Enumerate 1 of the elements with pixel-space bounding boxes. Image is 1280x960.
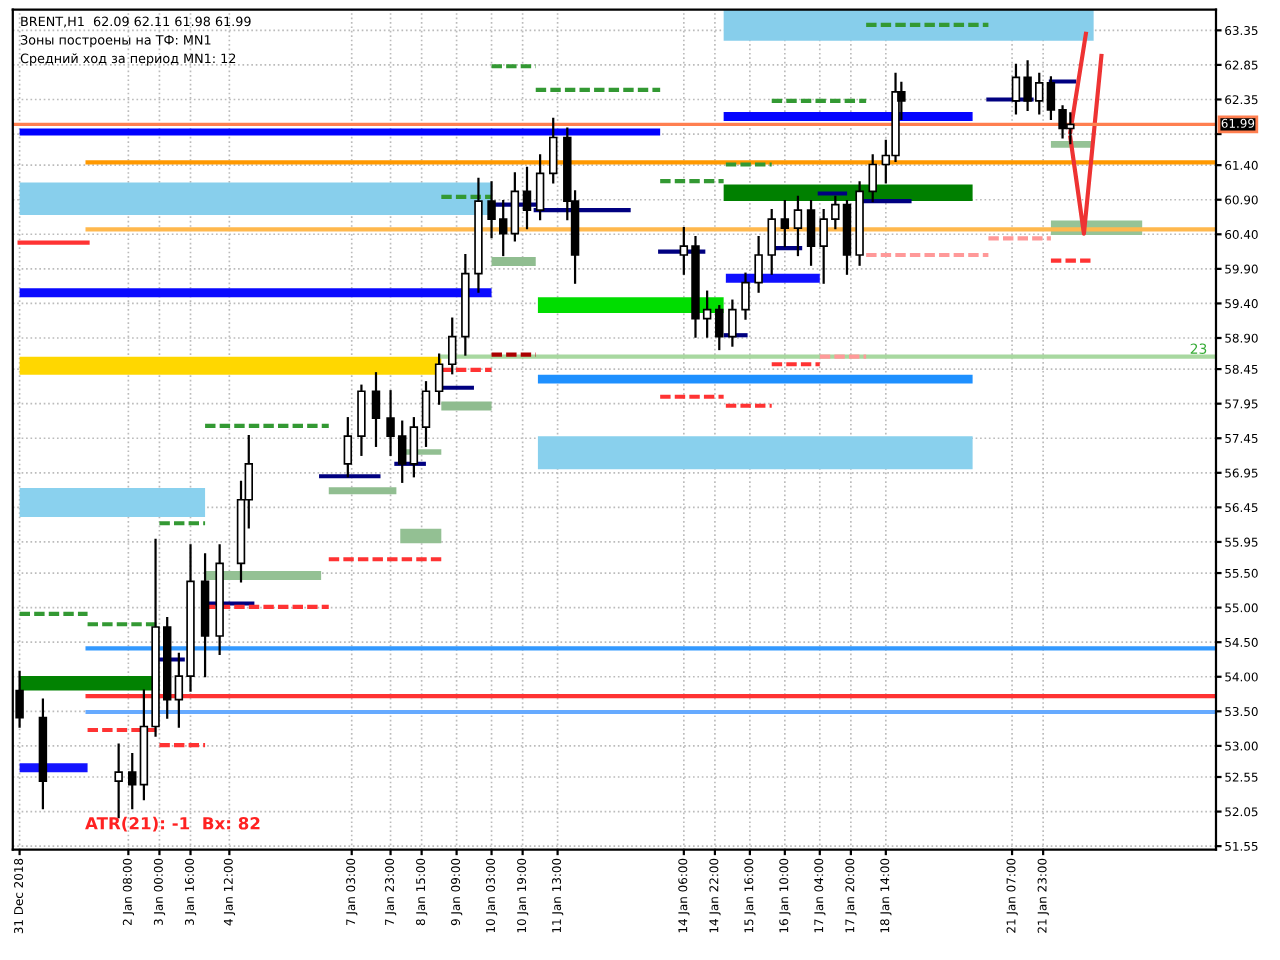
annotation: ATR(21): -1 Вх: 82 (85, 816, 260, 832)
